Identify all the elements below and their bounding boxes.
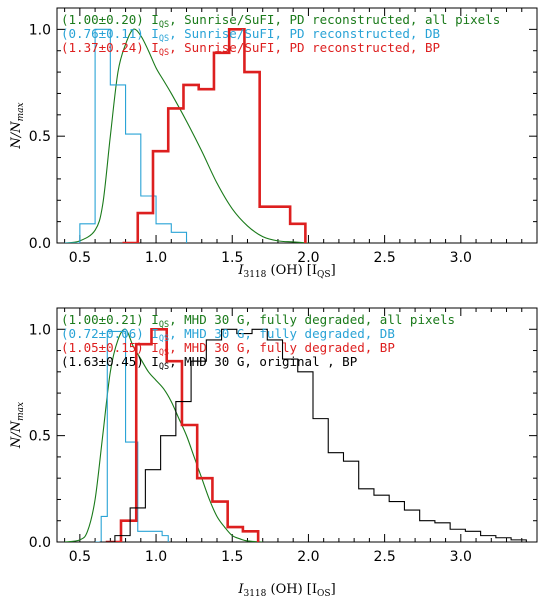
legend-entry-suffix: , MHD 30 G, fully degraded, all pixels xyxy=(169,312,455,327)
legend-entry-0: (1.00±0.21) IQS, MHD 30 G, fully degrade… xyxy=(61,312,455,330)
legend-entry-sub: QS xyxy=(159,334,169,344)
series-line-3 xyxy=(99,328,527,542)
series-line-0 xyxy=(64,328,263,542)
series-line-1 xyxy=(95,330,169,542)
legend-entry-suffix: , MHD 30 G, original , BP xyxy=(169,354,357,369)
x-tick-label: 1.5 xyxy=(221,250,243,266)
y-axis-label-sub: max xyxy=(16,102,26,121)
legend-entry-suffix: , Sunrise/SuFI, PD reconstructed, BP xyxy=(169,40,440,55)
x-axis-label-unit-sub: QS xyxy=(317,270,331,280)
x-tick-label: 3.0 xyxy=(450,250,472,266)
x-axis: 0.5 1.0 1.5 2.0 2.5 3.0 xyxy=(64,308,523,565)
legend-entry-0: (1.00±0.20) IQS, Sunrise/SuFI, PD recons… xyxy=(61,12,500,30)
y-axis: 0.0 0.5 1.0 xyxy=(29,7,537,252)
x-axis-label-unit-sub: QS xyxy=(317,589,331,596)
y-tick-label: 0.5 xyxy=(29,429,51,445)
legend-entry-sub: QS xyxy=(159,348,169,358)
legend-entry-suffix: , MHD 30 G, fully degraded, DB xyxy=(169,326,395,341)
legend-entry-prefix: (0.72±0.06) I xyxy=(61,326,159,341)
y-tick-label: 0.0 xyxy=(29,236,51,252)
x-tick-label: 1.0 xyxy=(145,250,167,266)
x-tick-label: 1.5 xyxy=(221,549,243,565)
y-axis-label-main: N/N xyxy=(9,420,24,449)
series-line-1 xyxy=(64,28,188,243)
y-axis-label-sub: max xyxy=(16,402,26,421)
legend-entry-prefix: (1.63±0.45) I xyxy=(61,354,159,369)
series-line-2 xyxy=(105,327,260,542)
legend-entry-sub: QS xyxy=(159,48,169,58)
x-axis-label-end: ] xyxy=(331,582,336,596)
x-axis-label-main: I xyxy=(237,582,244,596)
legend-entry-2: (1.37±0.24) IQS, Sunrise/SuFI, PD recons… xyxy=(61,40,440,58)
x-axis-label: I3118 (OH) [IQS] xyxy=(237,263,335,280)
legend-entry-3: (1.63±0.45) IQS, MHD 30 G, original , BP xyxy=(61,354,357,372)
legend-entry-1: (0.76±0.11) IQS, Sunrise/SuFI, PD recons… xyxy=(61,26,440,44)
legend-entry-suffix: , Sunrise/SuFI, PD reconstructed, all pi… xyxy=(169,12,500,27)
series-line-2 xyxy=(122,28,307,243)
legend-entry-prefix: (1.37±0.24) I xyxy=(61,40,159,55)
legend-entry-prefix: (1.05±0.15) I xyxy=(61,340,159,355)
plot-frame xyxy=(56,307,538,543)
y-tick-label: 0.0 xyxy=(29,535,51,551)
legend-entry-prefix: (1.00±0.20) I xyxy=(61,12,159,27)
y-axis-label: N/Nmax xyxy=(9,402,26,449)
legend-entry-1: (0.72±0.06) IQS, MHD 30 G, fully degrade… xyxy=(61,326,395,344)
x-axis-label-main: I xyxy=(237,263,244,278)
y-tick-label: 1.0 xyxy=(29,22,51,38)
panel-bottom: 0.5 1.0 1.5 2.0 2.5 3.0 0.0 0.5 1.0 I3118 (OH) [I… xyxy=(9,307,538,596)
plot-frame xyxy=(56,7,538,244)
panel-top: 0.5 1.0 1.5 2.0 2.5 3.0 0.0 0.5 1.0 I3118 (OH) [I… xyxy=(9,7,538,280)
legend-entry-2: (1.05±0.15) IQS, MHD 30 G, fully degrade… xyxy=(61,340,395,358)
x-axis-label: I3118 (OH) [IQS] xyxy=(237,582,335,596)
x-tick-label: 2.0 xyxy=(297,250,319,266)
y-axis: 0.0 0.5 1.0 xyxy=(29,307,537,551)
legend-entry-prefix: (1.00±0.21) I xyxy=(61,312,159,327)
x-tick-label: 1.0 xyxy=(145,549,167,565)
legend-entry-sub: QS xyxy=(159,320,169,330)
x-tick-label: 2.5 xyxy=(373,549,395,565)
x-tick-label: 2.0 xyxy=(297,549,319,565)
legend-entry-prefix: (0.76±0.11) I xyxy=(61,26,159,41)
legend-entry-sub: QS xyxy=(159,34,169,44)
legend-entry-suffix: , Sunrise/SuFI, PD reconstructed, DB xyxy=(169,26,440,41)
x-tick-label: 0.5 xyxy=(69,250,91,266)
x-axis-label-rest: (OH) [I xyxy=(266,263,317,278)
x-tick-label: 0.5 xyxy=(69,549,91,565)
legend: (1.00±0.20) IQS, Sunrise/SuFI, PD recons… xyxy=(61,12,500,58)
y-tick-label: 0.5 xyxy=(29,129,51,145)
x-tick-label: 2.5 xyxy=(373,250,395,266)
x-tick-label: 3.0 xyxy=(450,549,472,565)
y-tick-label: 1.0 xyxy=(29,322,51,338)
y-axis-label-main: N/N xyxy=(9,121,24,150)
legend-entry-sub: QS xyxy=(159,20,169,30)
x-axis-label-sub: 3118 xyxy=(243,589,266,596)
legend: (1.00±0.21) IQS, MHD 30 G, fully degrade… xyxy=(61,312,455,372)
legend-entry-sub: QS xyxy=(159,362,169,372)
x-axis-label-end: ] xyxy=(331,263,336,278)
series-line-0 xyxy=(64,28,309,243)
legend-entry-suffix: , MHD 30 G, fully degraded, BP xyxy=(169,340,395,355)
x-axis-label-sub: 3118 xyxy=(243,270,266,280)
x-axis: 0.5 1.0 1.5 2.0 2.5 3.0 xyxy=(64,8,523,266)
y-axis-label: N/Nmax xyxy=(9,102,26,149)
x-axis-label-rest: (OH) [I xyxy=(266,582,317,596)
